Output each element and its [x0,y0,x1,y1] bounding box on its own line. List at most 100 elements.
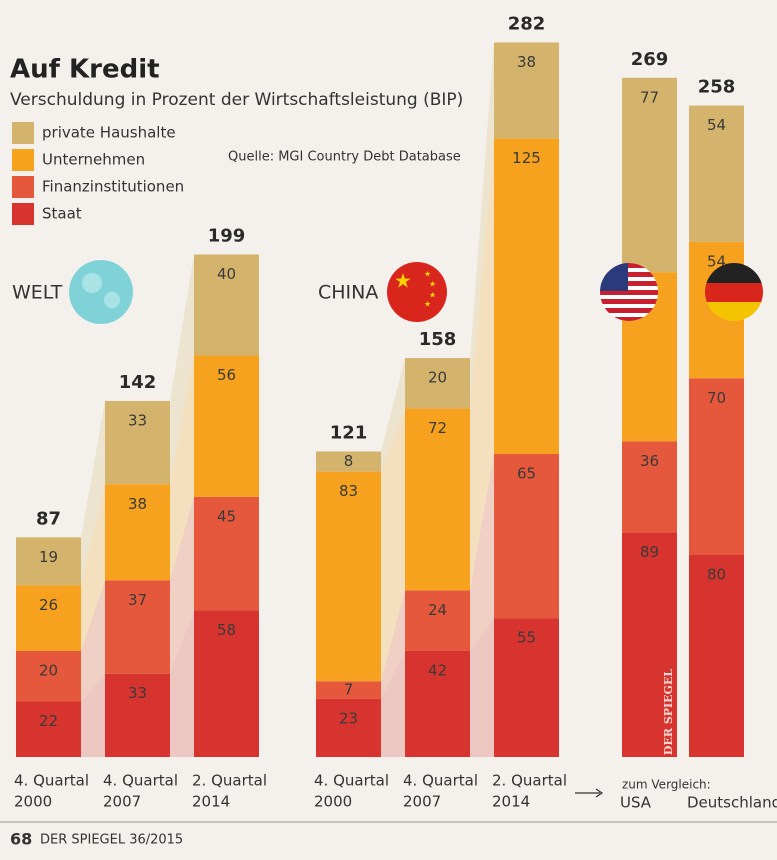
value-label: 54 [707,116,726,134]
bar-segment [494,42,559,139]
bar-segment [689,555,744,757]
value-label: 80 [707,566,726,584]
total-label: 87 [36,508,61,529]
bar-segment [622,532,677,757]
connector [170,610,194,757]
category-label: 4. Quartal [314,772,389,790]
legend-label: private Haushalte [42,124,176,142]
bar-segment [16,585,81,651]
bar-segment [689,105,744,242]
watermark: DER SPIEGEL [662,669,675,755]
value-label: 22 [39,712,58,730]
connector [470,138,494,591]
value-label: 8 [344,452,354,470]
german-flag [705,263,763,321]
bar-segment [105,673,170,757]
connector [381,358,405,472]
connector [381,408,405,682]
total-label: 121 [330,422,368,443]
bar-segment [16,537,81,586]
page-number: 68 [10,830,32,849]
legend-swatch [12,122,34,144]
bar-segment [105,580,170,674]
value-label: 42 [428,661,447,679]
bar-segment [194,610,259,757]
value-label: 20 [428,369,447,387]
value-label: 33 [128,684,147,702]
svg-text:★: ★ [394,269,412,293]
value-label: 40 [217,265,236,283]
value-label: 65 [517,465,536,483]
connector [381,650,405,757]
value-label: 55 [517,629,536,647]
value-label: 20 [39,661,58,679]
group-label: WELT [12,282,63,304]
bar-segment [194,496,259,611]
connector [170,355,194,581]
category-label: 2014 [492,793,530,811]
svg-text:★: ★ [429,291,436,300]
value-label: 38 [128,495,147,513]
bar-segment [194,254,259,356]
value-label: 72 [428,419,447,437]
value-label: 36 [640,452,659,470]
value-label: 56 [217,366,236,384]
legend-swatch [12,203,34,225]
bar-segment [16,650,81,702]
comparison-label: zum Vergleich: [622,778,711,792]
bar-segment [16,701,81,757]
bar-segment [316,698,381,757]
bar-segment [494,138,559,454]
connector [470,42,494,409]
connector [81,673,105,757]
arrow [575,788,604,798]
bar-segment [316,471,381,682]
total-label: 282 [508,13,546,34]
legend-label: Unternehmen [42,151,145,169]
globe-icon [69,260,133,324]
category-label: 2000 [14,793,52,811]
total-label: 142 [119,372,157,393]
total-label: 158 [419,329,457,350]
group-label: CHINA [318,282,378,304]
value-label: 77 [640,88,659,106]
category-label: USA [620,794,652,812]
connector [470,454,494,651]
bar-segment [494,454,559,619]
connector [81,484,105,651]
bar-segment [194,355,259,497]
total-label: 199 [208,226,246,247]
us-flag [600,263,658,321]
value-label: 19 [39,548,58,566]
value-label: 58 [217,621,236,639]
bar-segment [494,618,559,757]
value-label: 89 [640,543,659,561]
value-label: 23 [339,709,358,727]
bar-segment [405,650,470,757]
legend-swatch [12,176,34,198]
category-label: 2007 [103,793,141,811]
chart-subtitle: Verschuldung in Prozent der Wirtschaftsl… [10,90,463,110]
value-label: 38 [517,53,536,71]
category-label: 4. Quartal [14,772,89,790]
value-label: 24 [428,601,447,619]
chart-title: Auf Kredit [10,55,160,85]
bar-segment [405,590,470,651]
legend-label: Staat [42,205,82,223]
bar-segment [105,400,170,485]
value-label: 37 [128,591,147,609]
publication: DER SPIEGEL 36/2015 [40,833,183,848]
total-label: 269 [631,49,669,70]
value-label: 33 [128,411,147,429]
svg-text:★: ★ [429,280,436,289]
category-label: 2007 [403,793,441,811]
source: Quelle: MGI Country Debt Database [228,150,461,165]
value-label: 26 [39,596,58,614]
value-label: 54 [707,252,726,270]
bar-segment [622,77,677,273]
value-label: 45 [217,507,236,525]
category-label: 4. Quartal [103,772,178,790]
connector [81,400,105,586]
category-label: 4. Quartal [403,772,478,790]
